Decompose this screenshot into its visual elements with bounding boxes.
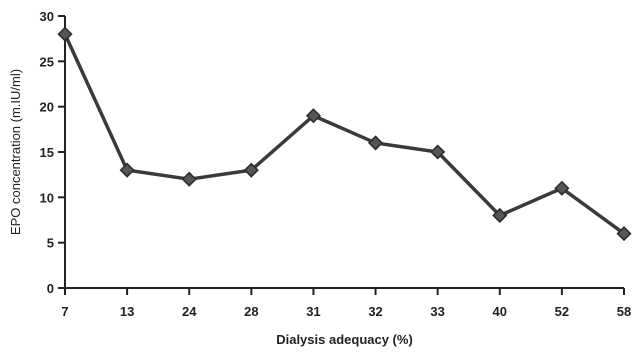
x-tick-label: 13 — [120, 304, 134, 319]
x-tick-label: 24 — [182, 304, 197, 319]
x-tick-label: 32 — [368, 304, 382, 319]
x-axis-title: Dialysis adequacy (%) — [276, 332, 413, 347]
series-line — [63, 33, 626, 236]
data-point — [492, 207, 508, 224]
data-point — [57, 26, 73, 42]
y-tick-label: 30 — [40, 9, 54, 24]
data-point — [430, 144, 446, 160]
y-tick-label: 10 — [40, 190, 54, 205]
data-point — [554, 180, 570, 196]
data-point — [119, 162, 135, 178]
data-point — [243, 162, 259, 178]
x-tick-label: 7 — [61, 304, 68, 319]
y-tick-label: 5 — [47, 236, 54, 251]
data-point — [181, 171, 197, 187]
data-point — [616, 226, 632, 242]
y-tick-label: 15 — [40, 145, 54, 160]
x-tick-label: 31 — [306, 304, 320, 319]
data-point — [367, 135, 384, 151]
y-axis-title: EPO concentration (m.IU/ml) — [8, 69, 23, 235]
x-tick-label: 28 — [244, 304, 258, 319]
x-tick-label: 58 — [617, 304, 631, 319]
y-tick-label: 25 — [40, 54, 54, 69]
x-tick-label: 52 — [555, 304, 569, 319]
y-tick-label: 0 — [47, 281, 54, 296]
y-tick-label: 20 — [40, 100, 54, 115]
data-point — [305, 108, 322, 124]
x-tick-label: 33 — [430, 304, 444, 319]
series-group — [57, 26, 632, 242]
y-axis: 0 5 10 15 20 25 30 — [40, 9, 66, 296]
x-axis: 7 13 24 28 31 32 33 40 52 58 — [61, 287, 631, 319]
x-tick-label: 40 — [493, 304, 507, 319]
